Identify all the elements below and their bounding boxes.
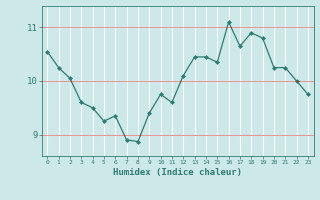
X-axis label: Humidex (Indice chaleur): Humidex (Indice chaleur) (113, 168, 242, 177)
